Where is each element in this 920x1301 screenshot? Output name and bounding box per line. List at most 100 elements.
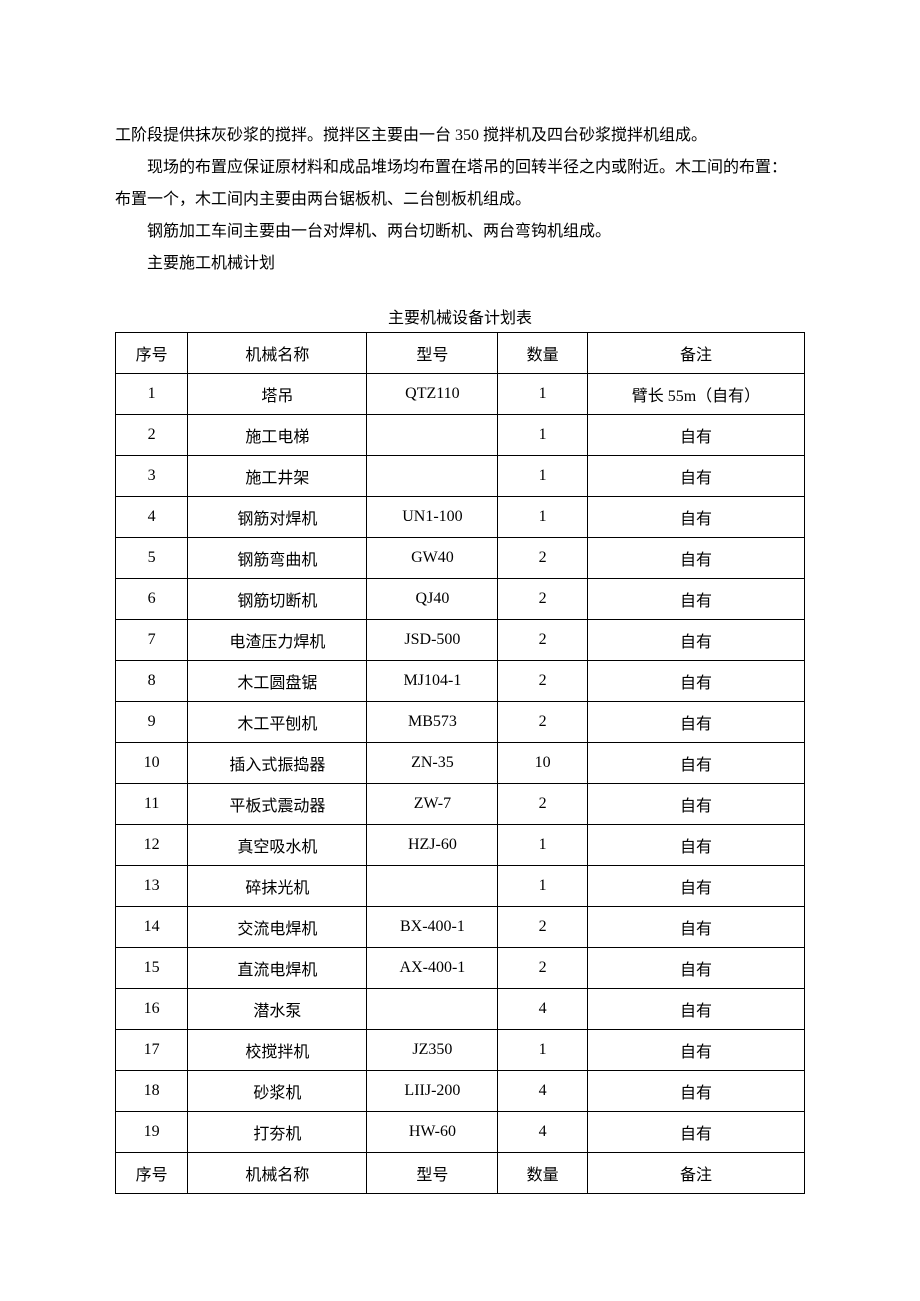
cell-name: 碎抹光机 [188,866,367,907]
cell-remark: 自有 [587,456,804,497]
cell-qty: 1 [498,415,588,456]
cell-seq: 16 [116,989,188,1030]
cell-qty: 2 [498,538,588,579]
cell-model: MJ104-1 [367,661,498,702]
cell-seq: 序号 [116,1153,188,1194]
table-title: 主要机械设备计划表 [115,304,805,328]
cell-name: 插入式振捣器 [188,743,367,784]
cell-qty: 1 [498,497,588,538]
cell-seq: 15 [116,948,188,989]
cell-seq: 14 [116,907,188,948]
table-row: 5钢筋弯曲机GW402自有 [116,538,805,579]
cell-name: 钢筋弯曲机 [188,538,367,579]
table-row: 9木工平刨机MB5732自有 [116,702,805,743]
cell-qty: 1 [498,1030,588,1071]
cell-seq: 17 [116,1030,188,1071]
cell-qty: 2 [498,784,588,825]
cell-model [367,415,498,456]
cell-qty: 2 [498,907,588,948]
paragraph-1: 工阶段提供抹灰砂浆的搅拌。搅拌区主要由一台 350 搅拌机及四台砂浆搅拌机组成。 [115,120,805,152]
cell-qty: 2 [498,948,588,989]
table-row: 2施工电梯1自有 [116,415,805,456]
header-qty: 数量 [498,333,588,374]
cell-model [367,989,498,1030]
cell-name: 砂浆机 [188,1071,367,1112]
cell-remark: 自有 [587,907,804,948]
cell-qty: 2 [498,579,588,620]
cell-remark: 自有 [587,579,804,620]
cell-seq: 1 [116,374,188,415]
cell-name: 平板式震动器 [188,784,367,825]
cell-seq: 2 [116,415,188,456]
cell-seq: 7 [116,620,188,661]
cell-seq: 12 [116,825,188,866]
cell-model: QJ40 [367,579,498,620]
cell-model: ZW-7 [367,784,498,825]
cell-qty: 1 [498,866,588,907]
cell-seq: 4 [116,497,188,538]
body-text-block: 工阶段提供抹灰砂浆的搅拌。搅拌区主要由一台 350 搅拌机及四台砂浆搅拌机组成。… [115,120,805,280]
paragraph-5: 主要施工机械计划 [115,248,805,280]
table-row: 10插入式振捣器ZN-3510自有 [116,743,805,784]
cell-model: BX-400-1 [367,907,498,948]
cell-seq: 18 [116,1071,188,1112]
header-model: 型号 [367,333,498,374]
table-row: 11平板式震动器ZW-72自有 [116,784,805,825]
table-row: 7电渣压力焊机JSD-5002自有 [116,620,805,661]
table-row: 3施工井架1自有 [116,456,805,497]
cell-qty: 2 [498,620,588,661]
paragraph-4: 钢筋加工车间主要由一台对焊机、两台切断机、两台弯钩机组成。 [115,216,805,248]
cell-remark: 自有 [587,866,804,907]
cell-model [367,866,498,907]
cell-model: GW40 [367,538,498,579]
cell-qty: 4 [498,989,588,1030]
cell-model: HW-60 [367,1112,498,1153]
table-header-row: 序号 机械名称 型号 数量 备注 [116,333,805,374]
cell-remark: 自有 [587,1071,804,1112]
table-row: 4钢筋对焊机UN1-1001自有 [116,497,805,538]
cell-name: 直流电焊机 [188,948,367,989]
cell-qty: 2 [498,702,588,743]
cell-remark: 自有 [587,1112,804,1153]
table-body: 1塔吊QTZ1101臂长 55m（自有）2施工电梯1自有3施工井架1自有4钢筋对… [116,374,805,1194]
cell-remark: 臂长 55m（自有） [587,374,804,415]
cell-name: 施工电梯 [188,415,367,456]
table-row: 18砂浆机LIIJ-2004自有 [116,1071,805,1112]
cell-qty: 2 [498,661,588,702]
cell-model: MB573 [367,702,498,743]
table-row: 8木工圆盘锯MJ104-12自有 [116,661,805,702]
cell-model: 型号 [367,1153,498,1194]
cell-name: 打夯机 [188,1112,367,1153]
cell-qty: 4 [498,1071,588,1112]
cell-qty: 1 [498,456,588,497]
cell-model: JZ350 [367,1030,498,1071]
cell-remark: 自有 [587,661,804,702]
cell-remark: 自有 [587,784,804,825]
cell-name: 交流电焊机 [188,907,367,948]
table-row: 16潜水泵4自有 [116,989,805,1030]
cell-model: LIIJ-200 [367,1071,498,1112]
cell-remark: 备注 [587,1153,804,1194]
cell-name: 潜水泵 [188,989,367,1030]
cell-seq: 3 [116,456,188,497]
cell-seq: 11 [116,784,188,825]
cell-remark: 自有 [587,497,804,538]
cell-qty: 数量 [498,1153,588,1194]
table-row: 1塔吊QTZ1101臂长 55m（自有） [116,374,805,415]
cell-remark: 自有 [587,743,804,784]
cell-model: AX-400-1 [367,948,498,989]
header-name: 机械名称 [188,333,367,374]
cell-name: 真空吸水机 [188,825,367,866]
header-seq: 序号 [116,333,188,374]
cell-seq: 6 [116,579,188,620]
cell-name: 钢筋切断机 [188,579,367,620]
cell-seq: 9 [116,702,188,743]
cell-model: JSD-500 [367,620,498,661]
cell-model: HZJ-60 [367,825,498,866]
table-row: 15直流电焊机AX-400-12自有 [116,948,805,989]
cell-seq: 19 [116,1112,188,1153]
equipment-table: 序号 机械名称 型号 数量 备注 1塔吊QTZ1101臂长 55m（自有）2施工… [115,332,805,1194]
table-row: 序号机械名称型号数量备注 [116,1153,805,1194]
cell-name: 木工圆盘锯 [188,661,367,702]
cell-qty: 1 [498,825,588,866]
